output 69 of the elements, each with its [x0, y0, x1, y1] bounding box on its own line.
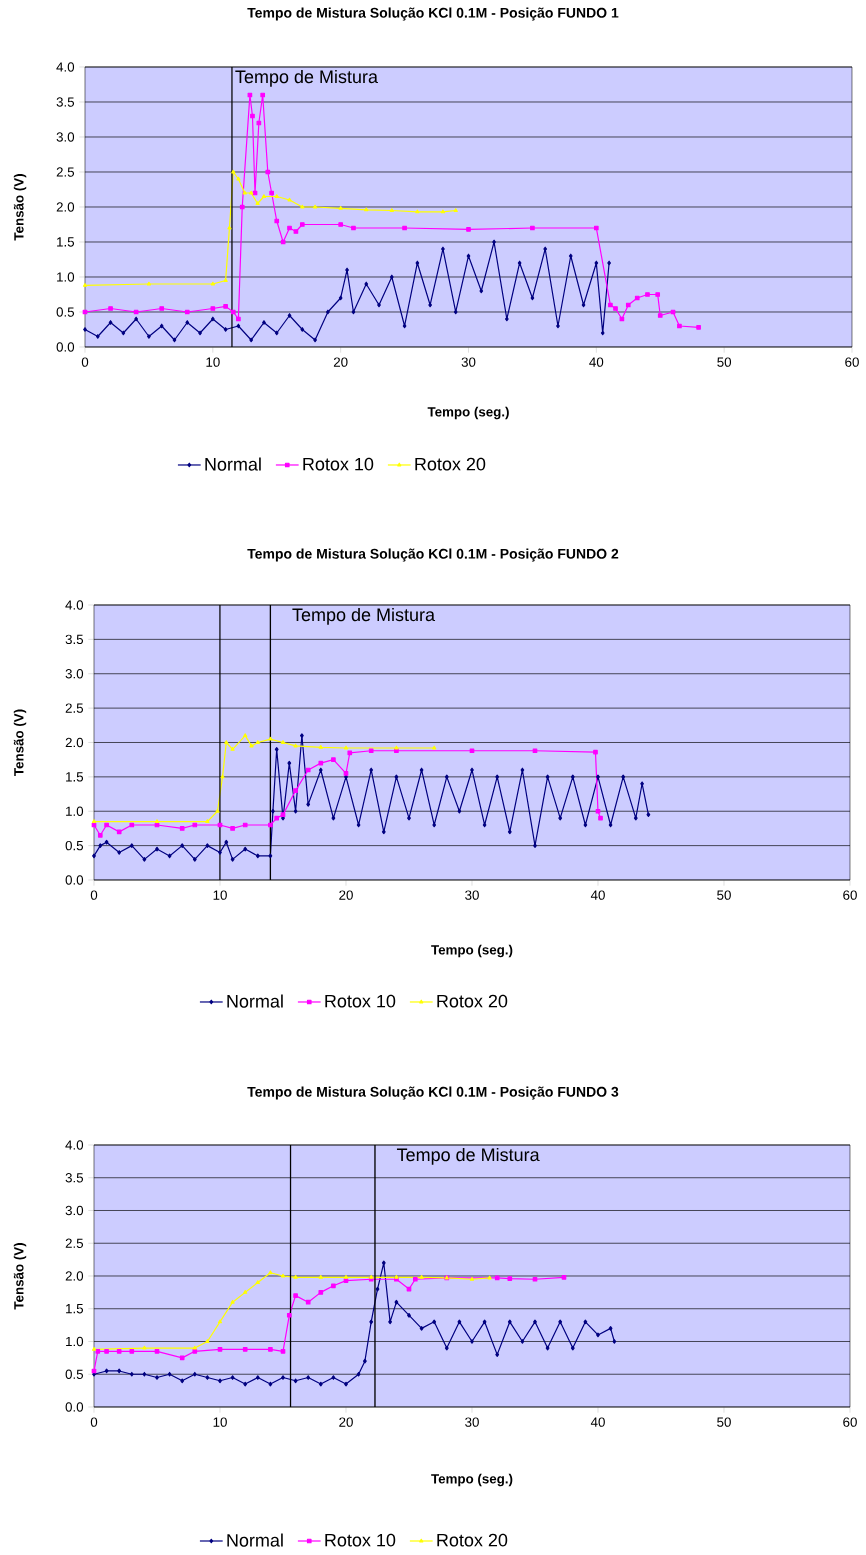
- x-tick-label: 40: [589, 357, 604, 367]
- legend-label: Rotox 10: [303, 457, 374, 471]
- chart-title: Tempo de Mistura Solução KCl 0.1M - Posição FUNDO 2: [247, 548, 619, 562]
- x-tick-label: 20: [333, 357, 348, 367]
- y-tick-label: 0.0: [65, 1402, 84, 1412]
- x-axis-title: Tempo (seg.): [427, 406, 509, 420]
- x-tick-label: 10: [213, 1417, 227, 1427]
- x-tick-label: 50: [717, 1417, 731, 1427]
- chart-title: Tempo de Mistura Solução KCl 0.1M - Posição FUNDO 1: [247, 7, 619, 21]
- y-axis-title: Tensão (V): [13, 1243, 27, 1310]
- y-tick-label: 0.5: [65, 840, 84, 851]
- y-tick-label: 3.5: [56, 97, 75, 107]
- legend-label: Rotox 10: [325, 994, 396, 1008]
- y-tick-label: 3.5: [65, 1173, 84, 1183]
- y-tick-label: 0.5: [65, 1369, 84, 1379]
- x-tick-label: 10: [213, 890, 227, 900]
- x-tick-label: 10: [206, 357, 220, 367]
- x-axis-title: Tempo (seg.): [431, 944, 513, 958]
- x-tick-label: 40: [590, 1417, 605, 1427]
- y-axis-title: Tensão (V): [13, 709, 27, 776]
- ref-line-label: Tempo de Mistura: [235, 69, 378, 87]
- x-tick-label: 30: [465, 1417, 479, 1427]
- y-tick-label: 1.0: [57, 272, 75, 282]
- x-tick-label: 30: [461, 357, 476, 367]
- legend-label: Rotox 10: [325, 1533, 396, 1547]
- y-axis-title: Tensão (V): [13, 174, 27, 241]
- y-tick-label: 0.0: [65, 875, 84, 885]
- legend-label: Normal: [227, 994, 283, 1008]
- x-tick-label: 0: [81, 357, 89, 367]
- x-axis-title: Tempo (seg.): [431, 1473, 513, 1487]
- y-tick-label: 4.0: [65, 600, 84, 610]
- x-tick-label: 0: [90, 1417, 98, 1427]
- y-tick-label: 3.0: [65, 669, 84, 679]
- y-tick-label: 2.5: [65, 1238, 84, 1248]
- y-tick-label: 1.5: [66, 1304, 84, 1314]
- ref-line-label: Tempo de Mistura: [292, 607, 436, 625]
- x-tick-label: 30: [465, 890, 479, 900]
- y-tick-label: 0.5: [56, 307, 75, 317]
- y-tick-label: 2.0: [56, 202, 75, 212]
- legend-label: Rotox 20: [415, 457, 486, 471]
- legend-label: Rotox 20: [437, 994, 508, 1008]
- x-tick-label: 60: [845, 357, 859, 367]
- x-tick-label: 20: [339, 1417, 353, 1427]
- y-tick-label: 2.5: [65, 703, 84, 713]
- y-tick-label: 1.0: [66, 1336, 84, 1347]
- y-tick-label: 3.5: [65, 634, 84, 645]
- y-tick-label: 2.5: [56, 167, 75, 177]
- x-tick-label: 60: [843, 890, 857, 900]
- legend-label: Normal: [227, 1533, 283, 1547]
- y-tick-label: 1.5: [57, 237, 75, 247]
- y-tick-label: 4.0: [65, 1140, 84, 1150]
- y-tick-label: 4.0: [56, 62, 75, 72]
- x-tick-label: 40: [590, 890, 605, 900]
- x-tick-label: 0: [90, 890, 98, 900]
- y-tick-label: 2.0: [65, 737, 84, 748]
- y-tick-label: 0.0: [56, 342, 75, 352]
- legend-label: Normal: [205, 457, 261, 471]
- y-tick-label: 2.0: [65, 1271, 84, 1281]
- y-tick-label: 1.0: [66, 806, 84, 816]
- y-tick-label: 3.0: [65, 1205, 84, 1216]
- x-tick-label: 50: [717, 890, 731, 900]
- x-tick-label: 60: [843, 1417, 857, 1427]
- x-tick-label: 20: [339, 890, 353, 900]
- legend-label: Rotox 20: [437, 1533, 508, 1547]
- y-tick-label: 1.5: [66, 772, 84, 782]
- ref-line-label: Tempo de Mistura: [396, 1147, 540, 1165]
- x-tick-label: 50: [717, 357, 732, 367]
- y-tick-label: 3.0: [56, 132, 75, 142]
- chart-title: Tempo de Mistura Solução KCl 0.1M - Posição FUNDO 3: [247, 1086, 619, 1100]
